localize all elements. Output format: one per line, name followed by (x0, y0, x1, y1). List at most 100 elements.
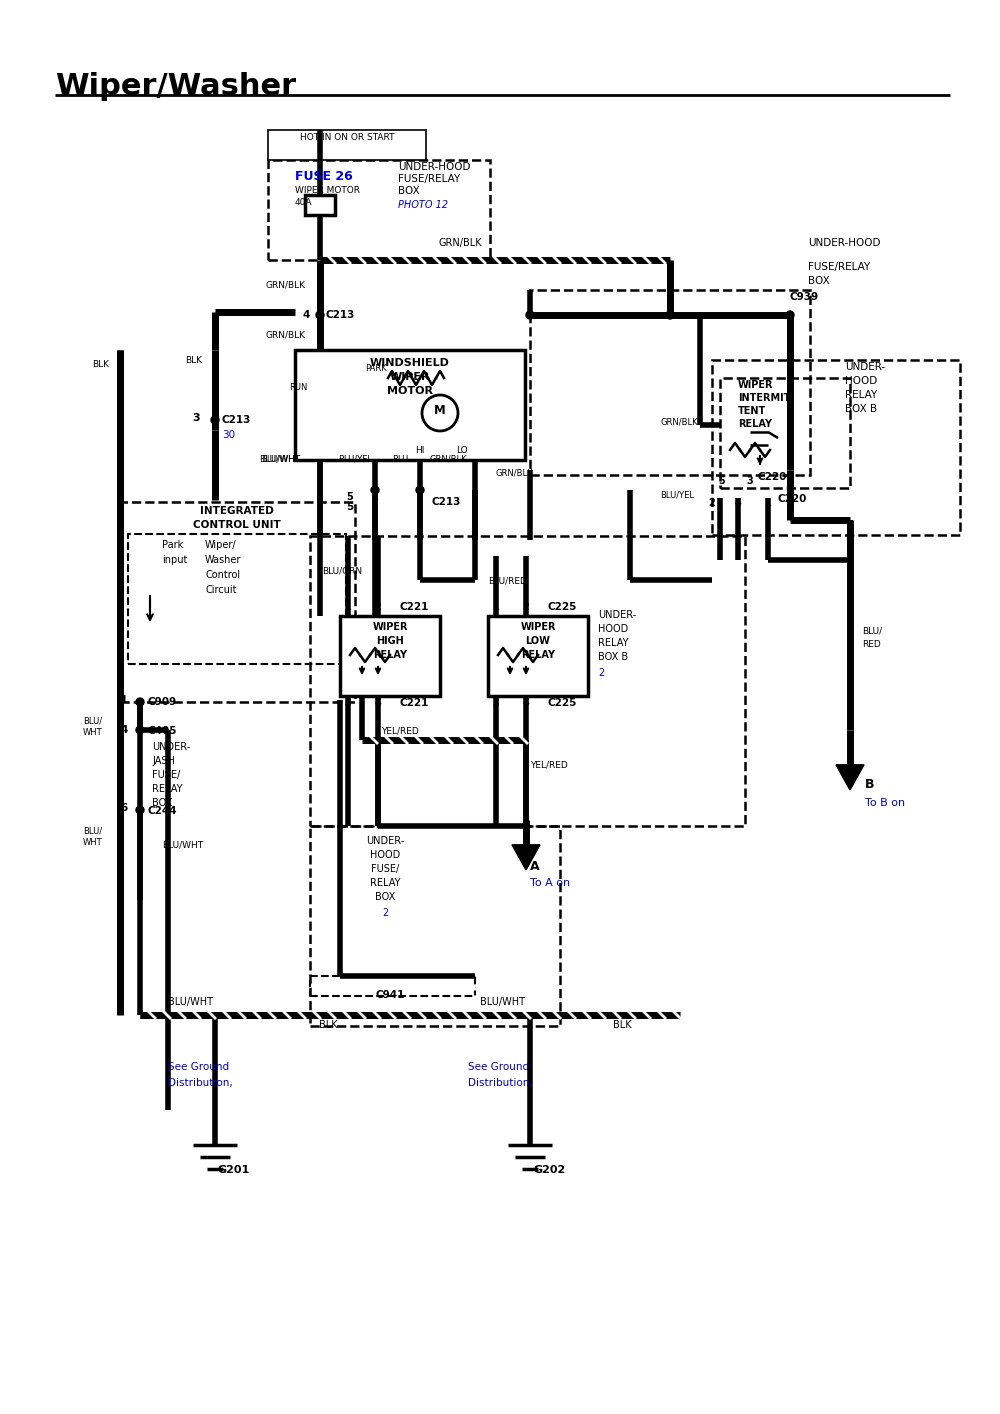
Text: C941: C941 (375, 990, 405, 1000)
Text: HIGH: HIGH (376, 636, 404, 646)
Text: RELAY: RELAY (370, 878, 400, 888)
Text: C213: C213 (222, 414, 251, 426)
Text: BLU/: BLU/ (83, 715, 102, 725)
Text: BLK: BLK (185, 356, 202, 365)
Text: WIPER: WIPER (372, 622, 408, 632)
Text: Control: Control (205, 570, 240, 580)
Text: Washer: Washer (205, 556, 241, 566)
Text: Distribution,: Distribution, (468, 1077, 533, 1087)
Text: 4: 4 (523, 699, 529, 708)
Text: G201: G201 (218, 1165, 250, 1175)
Text: RELAY: RELAY (521, 650, 555, 660)
Bar (340, 617, 440, 696)
Text: BLU/WHT: BLU/WHT (259, 455, 301, 464)
Text: 2: 2 (417, 492, 423, 502)
Text: 3: 3 (192, 413, 200, 423)
Text: 1: 1 (493, 602, 499, 612)
Text: WIPER: WIPER (738, 380, 774, 390)
Text: A: A (530, 860, 540, 872)
Text: 4: 4 (303, 310, 310, 320)
Text: BLU/RED: BLU/RED (488, 575, 527, 585)
Text: BLU/YEL: BLU/YEL (660, 491, 694, 499)
Text: BLU/WHT: BLU/WHT (162, 840, 203, 848)
Text: RELAY: RELAY (845, 390, 877, 400)
Bar (310, 536, 745, 826)
Text: UNDER-: UNDER- (598, 609, 636, 619)
Text: TENT: TENT (738, 406, 766, 416)
Text: 4: 4 (121, 725, 128, 735)
Text: WIPER: WIPER (390, 372, 430, 382)
Text: JASH: JASH (152, 756, 175, 766)
Text: YEL/RED: YEL/RED (530, 759, 568, 769)
Text: C213: C213 (326, 310, 355, 320)
Text: GRN/BLK: GRN/BLK (660, 417, 698, 427)
Bar (120, 502, 355, 701)
Text: BOX: BOX (808, 276, 830, 286)
Text: BLK: BLK (613, 1019, 631, 1029)
Text: GRN/BLK: GRN/BLK (265, 280, 305, 288)
Text: HOOD: HOOD (370, 850, 400, 860)
Text: 1: 1 (765, 498, 771, 508)
Text: B: B (865, 778, 874, 790)
Text: HOT IN ON OR START: HOT IN ON OR START (300, 133, 394, 141)
Text: BLK: BLK (319, 1019, 337, 1029)
Text: 3: 3 (345, 699, 351, 708)
Bar (712, 361, 960, 534)
Text: G202: G202 (534, 1165, 566, 1175)
Text: CONTROL UNIT: CONTROL UNIT (193, 520, 281, 530)
Text: RED: RED (862, 641, 881, 649)
Bar (310, 826, 560, 1027)
Text: C221: C221 (400, 699, 429, 708)
Text: LOW: LOW (526, 636, 550, 646)
Text: RELAY: RELAY (373, 650, 407, 660)
Text: 5: 5 (346, 502, 354, 512)
Text: BLU/WHT: BLU/WHT (261, 455, 299, 464)
Text: 1: 1 (345, 602, 351, 612)
Text: C939: C939 (790, 293, 819, 303)
Text: input: input (162, 556, 187, 566)
Text: WHT: WHT (82, 728, 102, 737)
Bar (488, 617, 588, 696)
Text: PHOTO 12: PHOTO 12 (398, 199, 448, 211)
Text: UNDER-HOOD: UNDER-HOOD (808, 238, 881, 247)
Text: To A on: To A on (530, 878, 570, 888)
Text: GRN/BLK: GRN/BLK (429, 455, 467, 464)
Text: BOX: BOX (398, 187, 420, 197)
Circle shape (136, 699, 144, 706)
Text: HOOD: HOOD (598, 624, 628, 633)
Text: Park: Park (162, 540, 183, 550)
Text: YEL/RED: YEL/RED (381, 725, 419, 735)
Text: BOX B: BOX B (598, 652, 628, 662)
Bar (295, 351, 525, 460)
Text: 4: 4 (735, 498, 741, 508)
Text: C225: C225 (548, 699, 577, 708)
Text: C220: C220 (778, 493, 807, 503)
Text: INTERMIT-: INTERMIT- (738, 393, 793, 403)
Text: Wiper/Washer: Wiper/Washer (55, 72, 296, 100)
Text: 30: 30 (222, 430, 235, 440)
Text: PARK: PARK (365, 363, 387, 373)
Text: UNDER-HOOD: UNDER-HOOD (398, 163, 471, 173)
Text: 1: 1 (121, 696, 128, 706)
Text: M: M (434, 403, 446, 417)
Text: UNDER-: UNDER- (152, 742, 190, 752)
Text: RUN: RUN (290, 383, 308, 393)
Text: RELAY: RELAY (152, 783, 182, 795)
Text: GRN/BLK: GRN/BLK (495, 468, 533, 477)
Text: 6: 6 (121, 803, 128, 813)
Text: FUSE/: FUSE/ (371, 864, 399, 874)
Text: C225: C225 (548, 602, 577, 612)
Bar (720, 378, 850, 488)
Circle shape (136, 725, 144, 734)
Bar (128, 534, 346, 665)
Text: BLU: BLU (392, 455, 408, 464)
Text: To B on: To B on (865, 797, 905, 807)
Text: BLU/GRN: BLU/GRN (322, 566, 362, 575)
Text: FUSE/RELAY: FUSE/RELAY (398, 174, 460, 184)
Text: RELAY: RELAY (598, 638, 629, 648)
Bar (268, 130, 426, 160)
Text: FUSE/: FUSE/ (152, 771, 180, 781)
Text: BLU/WHT: BLU/WHT (480, 997, 525, 1007)
Text: 2: 2 (598, 667, 604, 677)
Text: WHT: WHT (82, 839, 102, 847)
